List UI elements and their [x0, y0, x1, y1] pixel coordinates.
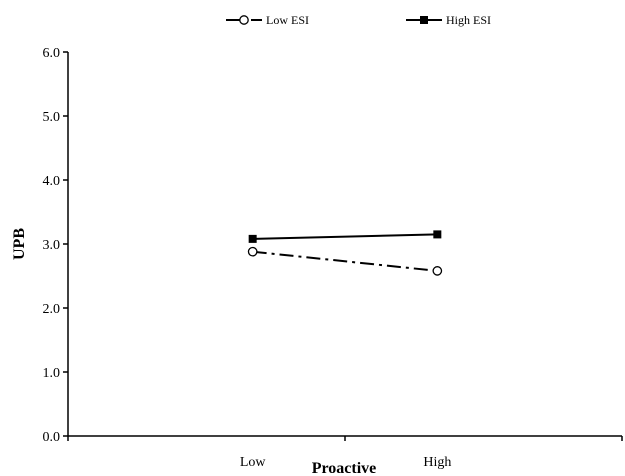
y-tick-label: 3.0 — [43, 238, 61, 253]
series-1 — [248, 230, 442, 243]
legend-item: High ESI — [406, 13, 491, 27]
x-axis-title: Proactive — [312, 460, 377, 476]
y-tick-label: 0.0 — [43, 430, 61, 445]
legend-label: Low ESI — [266, 13, 309, 27]
data-point — [432, 266, 443, 276]
series-line — [252, 233, 438, 240]
axes — [67, 52, 622, 437]
legend-item: Low ESI — [226, 13, 309, 27]
y-ticks: 0.0 1.0 2.0 3.0 4.0 5.0 6.0 — [43, 46, 68, 445]
x-tick-label: High — [423, 455, 451, 470]
y-axis-title: UPB — [11, 228, 28, 260]
legend-label: High ESI — [446, 13, 491, 27]
y-tick-label: 6.0 — [43, 46, 61, 61]
legend-marker — [420, 16, 428, 24]
series-line — [252, 250, 438, 272]
series-0 — [247, 246, 443, 276]
legend: Low ESI High ESI — [226, 13, 491, 27]
data-point — [248, 234, 257, 243]
x-ticks: Low High — [67, 436, 623, 470]
data-point — [247, 246, 258, 257]
legend-marker — [239, 15, 249, 25]
y-tick-label: 1.0 — [43, 366, 61, 381]
x-tick-label: Low — [240, 455, 267, 470]
y-tick-label: 5.0 — [43, 110, 61, 125]
y-tick-label: 2.0 — [43, 302, 61, 317]
y-tick-label: 4.0 — [43, 174, 61, 189]
data-point — [433, 230, 442, 239]
series-layer — [247, 230, 443, 276]
